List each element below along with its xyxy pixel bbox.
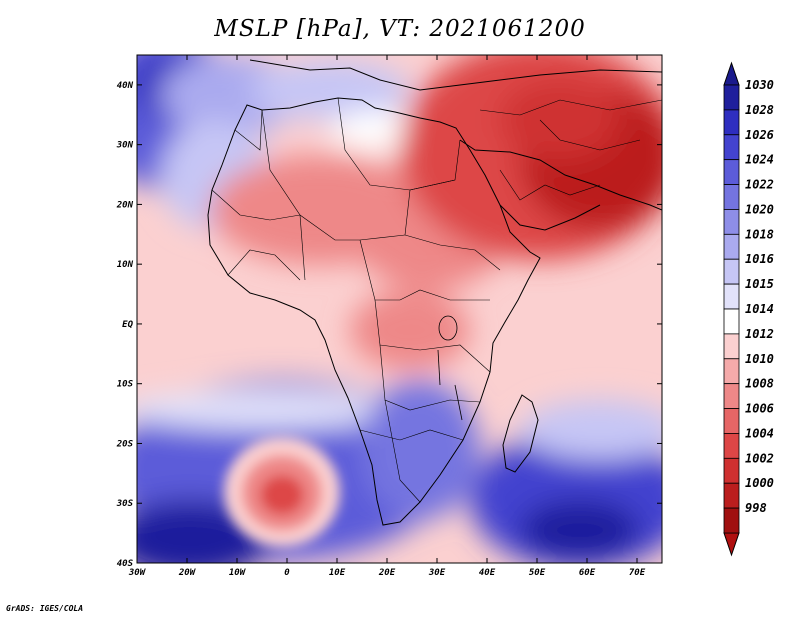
colorbar-label: 1000 [745,476,774,490]
country-borders [211,97,662,503]
lon-tick-label: 40E [479,568,496,578]
lat-tick-label: 40S [117,559,134,569]
axis-ticks: 30W 20W 10W 0 10E 20E 30E 40E 50E 60E 70E 40N 30N 20N… [116,55,662,578]
lon-tick-label: 30W [128,568,147,578]
colorbar-label: 1028 [745,103,774,117]
lon-tick-label: 0 [284,568,290,578]
colorbar-label: 1010 [745,352,774,366]
colorbar-swatch [723,358,740,385]
colorbar-label: 1015 [745,277,774,291]
lat-tick-label: 10S [117,380,134,390]
great-lakes [437,315,463,421]
lon-tick-label: 20E [378,568,396,578]
colorbar-swatch [723,283,740,310]
colorbar-label: 1016 [745,252,774,266]
grads-credit: GrADS: IGES/COLA [6,604,84,613]
colorbar-label: 1004 [745,426,774,440]
colorbar-bottom-arrow [723,532,740,557]
lat-tick-label: 30S [116,499,134,509]
lat-tick-label: EQ [122,320,133,330]
colorbar-label: 1024 [745,153,774,167]
colorbar-swatch [723,159,740,185]
colorbar-label: 1020 [745,202,774,216]
lat-tick-label: 20N [116,200,134,210]
lon-tick-label: 10E [329,568,346,578]
colorbar-label: 1006 [745,402,774,416]
colorbar-swatch [723,134,740,161]
lat-tick-label: 30N [116,141,134,151]
colorbar-label: 1026 [745,128,774,142]
lon-tick-label: 50E [529,568,546,578]
colorbar-swatch [723,408,740,434]
colorbar-label: 1008 [745,377,774,391]
colorbar-swatch [723,109,740,136]
lon-tick-label: 60E [579,568,596,578]
lat-tick-label: 20S [116,439,134,449]
lat-tick-label: 10N [117,260,134,270]
lon-tick-label: 30E [428,568,446,578]
colorbar-label: 1002 [745,451,774,465]
lat-tick-label: 40N [117,81,134,91]
colorbar-label: 1018 [745,227,774,241]
colorbar-swatch [723,333,740,360]
plot-frame [136,54,663,564]
lon-tick-label: 20W [178,568,197,578]
colorbar-label: 1012 [745,327,774,341]
lon-tick-label: 70E [629,568,646,578]
map-title: MSLP [hPa], VT: 2021061200 [214,16,586,42]
colorbar-label: 998 [745,501,767,515]
colorbar-swatch [723,258,740,285]
colorbar-swatch [723,457,740,484]
colorbar-swatch [723,383,740,409]
colorbar-label: 1030 [745,78,774,92]
colorbar-swatch [723,184,740,210]
colorbar-swatch [723,84,740,111]
colorbar-swatch [723,507,740,534]
colorbar-swatch [723,308,740,335]
pressure-field [137,55,662,563]
colorbar-swatch [723,482,740,509]
colorbar-swatch [723,433,740,459]
colorbar-swatch [723,209,740,235]
colorbar-swatch [723,233,740,260]
colorbar-top-arrow [723,61,740,86]
colorbar-label: 1022 [745,178,774,192]
lon-tick-label: 10W [229,568,247,578]
colorbar-label: 1014 [745,302,774,316]
colorbar: 1030 1028 1026 1024 1022 1020 1018 1016 1015 1014… [723,61,774,557]
